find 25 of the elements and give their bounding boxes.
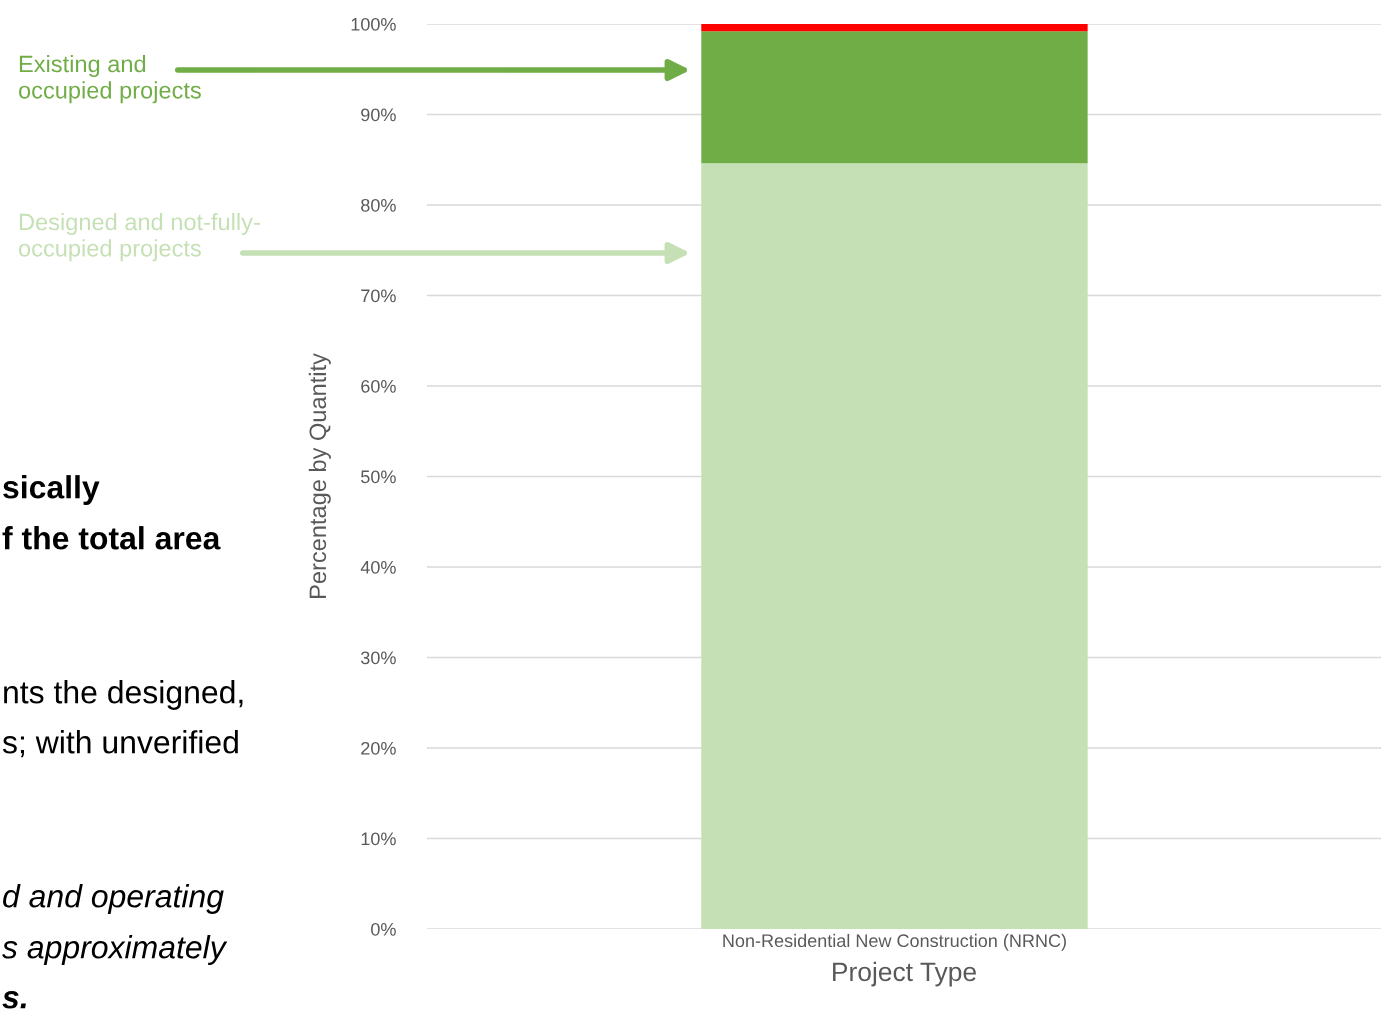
text: nts the designed, (4, 680, 243, 710)
y-tick-label: 0% (371, 922, 396, 936)
bar (701, 31, 1088, 164)
text: sically (3, 475, 100, 505)
y-tick-label: 60% (361, 379, 396, 393)
y-tick-label: 50% (361, 470, 396, 484)
y-tick-label: 70% (361, 289, 396, 303)
y-tick-label: 20% (361, 741, 396, 755)
y-tick-label: 40% (360, 560, 396, 574)
y-tick-label: 30% (361, 651, 396, 665)
y-tick-label: 90% (361, 108, 396, 122)
text: Designed and not-fully- occupied projects (18, 213, 260, 262)
y-tick-label: 80% (361, 198, 396, 212)
y-tick-label: 10% (361, 832, 396, 846)
x-axis-title: Project Type (833, 961, 976, 987)
text: s. (2, 991, 26, 1009)
y-axis-title: Percentage by Quantity (308, 353, 331, 598)
text: d and operating (3, 884, 224, 914)
text: f the total area (2, 526, 221, 550)
text: Existing and occupied projects (18, 55, 201, 104)
x-tick-label: Non-Residential New Construction (NRNC) (723, 933, 1066, 951)
text: s; with unverified (2, 730, 238, 758)
text: s approximately (2, 935, 228, 965)
y-tick-label: 100% (351, 17, 396, 31)
bar (701, 24, 1088, 32)
